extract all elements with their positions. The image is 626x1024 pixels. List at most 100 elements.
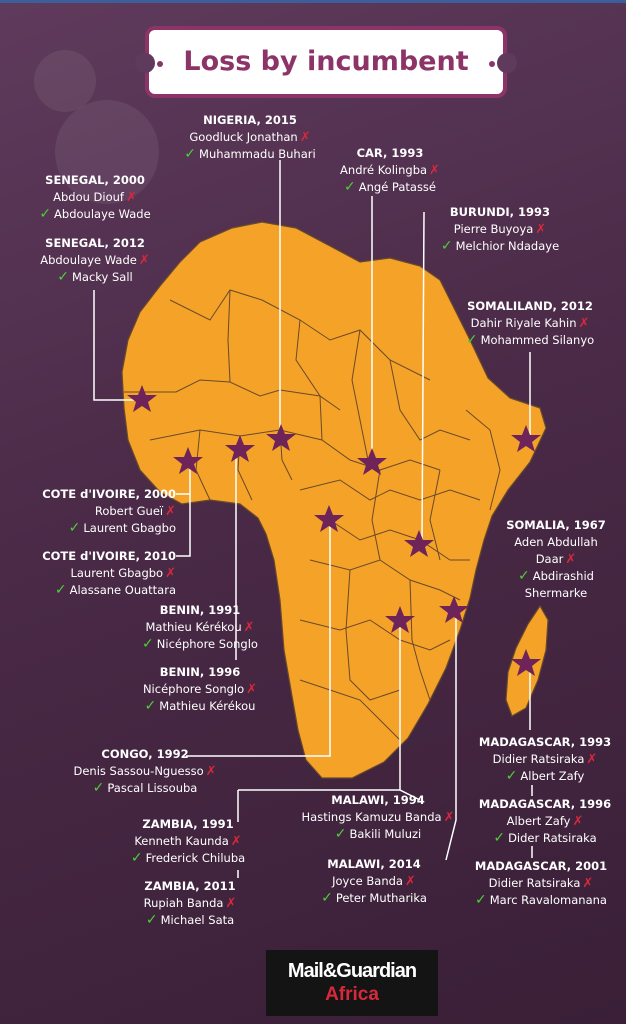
winner-name: Frederick Chiluba: [145, 851, 246, 865]
winner-name: Pascal Lissouba: [107, 781, 198, 795]
star-icon-congo: [314, 505, 344, 532]
loser-name-cont: Daar: [535, 552, 564, 566]
check-icon: ✓: [465, 332, 478, 348]
entry-somaliland-2012: SOMALILAND, 2012 Dahir Riyale Kahin ✗ ✓ Mo…: [446, 298, 614, 349]
connector-lines: [93, 160, 533, 878]
entry-country: MALAWI, 1994: [331, 793, 425, 807]
winner-name: Mohammed Silanyo: [480, 333, 595, 347]
loser-name: Pierre Buyoya: [453, 222, 534, 236]
entry-nigeria-2015: NIGERIA, 2015 Goodluck Jonathan ✗ ✓ Muhamm…: [150, 112, 350, 163]
loser-name: Albert Zafy: [506, 814, 571, 828]
loser-name: Abdou Diouf: [53, 190, 124, 204]
check-icon: ✓: [68, 520, 81, 536]
entry-country: SOMALIA, 1967: [506, 518, 606, 532]
entry-country: NIGERIA, 2015: [203, 113, 297, 127]
winner-name: Alassane Ouattara: [69, 583, 176, 597]
entry-benin-1991: BENIN, 1991 Mathieu Kérékou ✗ ✓ Nicéphore …: [120, 602, 280, 653]
winner-name: Nicéphore Songlo: [156, 637, 258, 651]
entry-country: SENEGAL, 2012: [45, 236, 145, 250]
entry-country: SENEGAL, 2000: [45, 173, 145, 187]
loser-name: Rupiah Banda: [143, 896, 224, 910]
banner-dot-right: [489, 61, 495, 67]
cross-icon: ✗: [404, 874, 416, 889]
cross-icon: ✗: [125, 190, 137, 205]
entry-malawi-2014: MALAWI, 2014 Joyce Banda ✗ ✓ Peter Muthari…: [296, 856, 452, 907]
mail-guardian-logo: Mail&Guardian Africa: [266, 950, 438, 1016]
star-icon-madagascar: [511, 649, 541, 676]
entry-country: CONGO, 1992: [101, 747, 189, 761]
cross-icon: ✗: [138, 253, 150, 268]
check-icon: ✓: [505, 768, 518, 784]
check-icon: ✓: [440, 238, 453, 254]
check-icon: ✓: [130, 850, 143, 866]
location-stars: [127, 385, 541, 676]
loser-name: Abdoulaye Wade: [40, 253, 137, 267]
entry-madagascar-1996: MADAGASCAR, 1996 Albert Zafy ✗ ✓ Dider Rat…: [470, 796, 620, 847]
winner-name: Mathieu Kérékou: [159, 699, 256, 713]
entry-country: ZAMBIA, 2011: [144, 879, 236, 893]
winner-name: Laurent Gbagbo: [83, 521, 176, 535]
cross-icon: ✗: [565, 552, 577, 567]
check-icon: ✓: [518, 568, 530, 584]
winner-name: Marc Ravalomanana: [489, 893, 607, 907]
entry-cotedivoire-2000: COTE d'IVOIRE, 2000 Robert Gueï ✗ ✓ Lauren…: [14, 486, 176, 537]
star-icon-malawi: [439, 596, 469, 623]
loser-name: Laurent Gbagbo: [70, 566, 164, 580]
banner-dot-left: [157, 61, 163, 67]
loser-name: Mathieu Kérékou: [145, 620, 242, 634]
entry-burundi-1993: BURUNDI, 1993 Pierre Buyoya ✗ ✓ Melchior N…: [420, 204, 580, 255]
winner-name: Abdoulaye Wade: [54, 207, 151, 221]
entry-country: MALAWI, 2014: [327, 857, 421, 871]
loser-name: Denis Sassou-Nguesso: [73, 764, 204, 778]
cross-icon: ✗: [246, 682, 258, 697]
cross-icon: ✗: [586, 752, 598, 767]
entry-zambia-1991: ZAMBIA, 1991 Kenneth Kaunda ✗ ✓ Frederick …: [108, 816, 268, 867]
entry-senegal-2012: SENEGAL, 2012 Abdoulaye Wade ✗ ✓ Macky Sal…: [20, 235, 170, 286]
check-icon: ✓: [344, 179, 356, 195]
entry-country: COTE d'IVOIRE, 2010: [42, 549, 176, 563]
entry-madagascar-2001: MADAGASCAR, 2001 Didier Ratsiraka ✗ ✓ Marc…: [460, 858, 622, 909]
cross-icon: ✗: [429, 163, 440, 178]
entry-country: BENIN, 1991: [159, 603, 241, 617]
star-icon-senegal: [127, 385, 157, 412]
winner-name: Muhammadu Buhari: [199, 147, 316, 161]
cross-icon: ✗: [243, 620, 255, 635]
check-icon: ✓: [92, 780, 105, 796]
decorative-bubble-small: [34, 50, 96, 112]
check-icon: ✓: [334, 826, 347, 842]
loser-name: Nicéphore Songlo: [142, 682, 245, 696]
check-icon: ✓: [321, 890, 333, 906]
entry-country: ZAMBIA, 1991: [142, 817, 234, 831]
star-icon-car: [357, 448, 387, 475]
winner-name: Dider Ratsiraka: [508, 831, 597, 845]
check-icon: ✓: [54, 582, 67, 598]
entry-senegal-2000: SENEGAL, 2000 Abdou Diouf ✗ ✓ Abdoulaye Wa…: [20, 172, 170, 223]
star-icon-zambia: [385, 606, 415, 633]
star-icon-somalia: [511, 425, 541, 452]
winner-name-cont: Shermarke: [524, 586, 588, 600]
entry-country: MADAGASCAR, 2001: [474, 859, 608, 873]
loser-name: Didier Ratsiraka: [488, 876, 581, 890]
cross-icon: ✗: [165, 566, 176, 581]
check-icon: ✓: [39, 206, 52, 222]
page-title: Loss by incumbent: [183, 46, 469, 77]
top-accent-line: [0, 0, 626, 3]
check-icon: ✓: [142, 636, 154, 652]
entry-congo-1992: CONGO, 1992 Denis Sassou-Nguesso ✗ ✓ Pasca…: [50, 746, 240, 797]
winner-name: Albert Zafy: [520, 769, 585, 783]
check-icon: ✓: [493, 830, 506, 846]
check-icon: ✓: [184, 146, 197, 162]
entry-country: MADAGASCAR, 1996: [478, 797, 612, 811]
star-icon-burundi: [404, 530, 434, 557]
winner-name: Michael Sata: [160, 913, 235, 927]
star-icon-cotedivoire: [173, 447, 203, 474]
title-banner: Loss by incumbent: [135, 26, 517, 98]
loser-name: Robert Gueï: [94, 504, 164, 518]
winner-name: Angé Patassé: [358, 180, 436, 194]
logo-main-text: Mail&Guardian: [287, 960, 417, 982]
entry-country: COTE d'IVOIRE, 2000: [42, 487, 176, 501]
cross-icon: ✗: [165, 504, 176, 519]
check-icon: ✓: [475, 892, 487, 908]
cross-icon: ✗: [225, 896, 237, 911]
